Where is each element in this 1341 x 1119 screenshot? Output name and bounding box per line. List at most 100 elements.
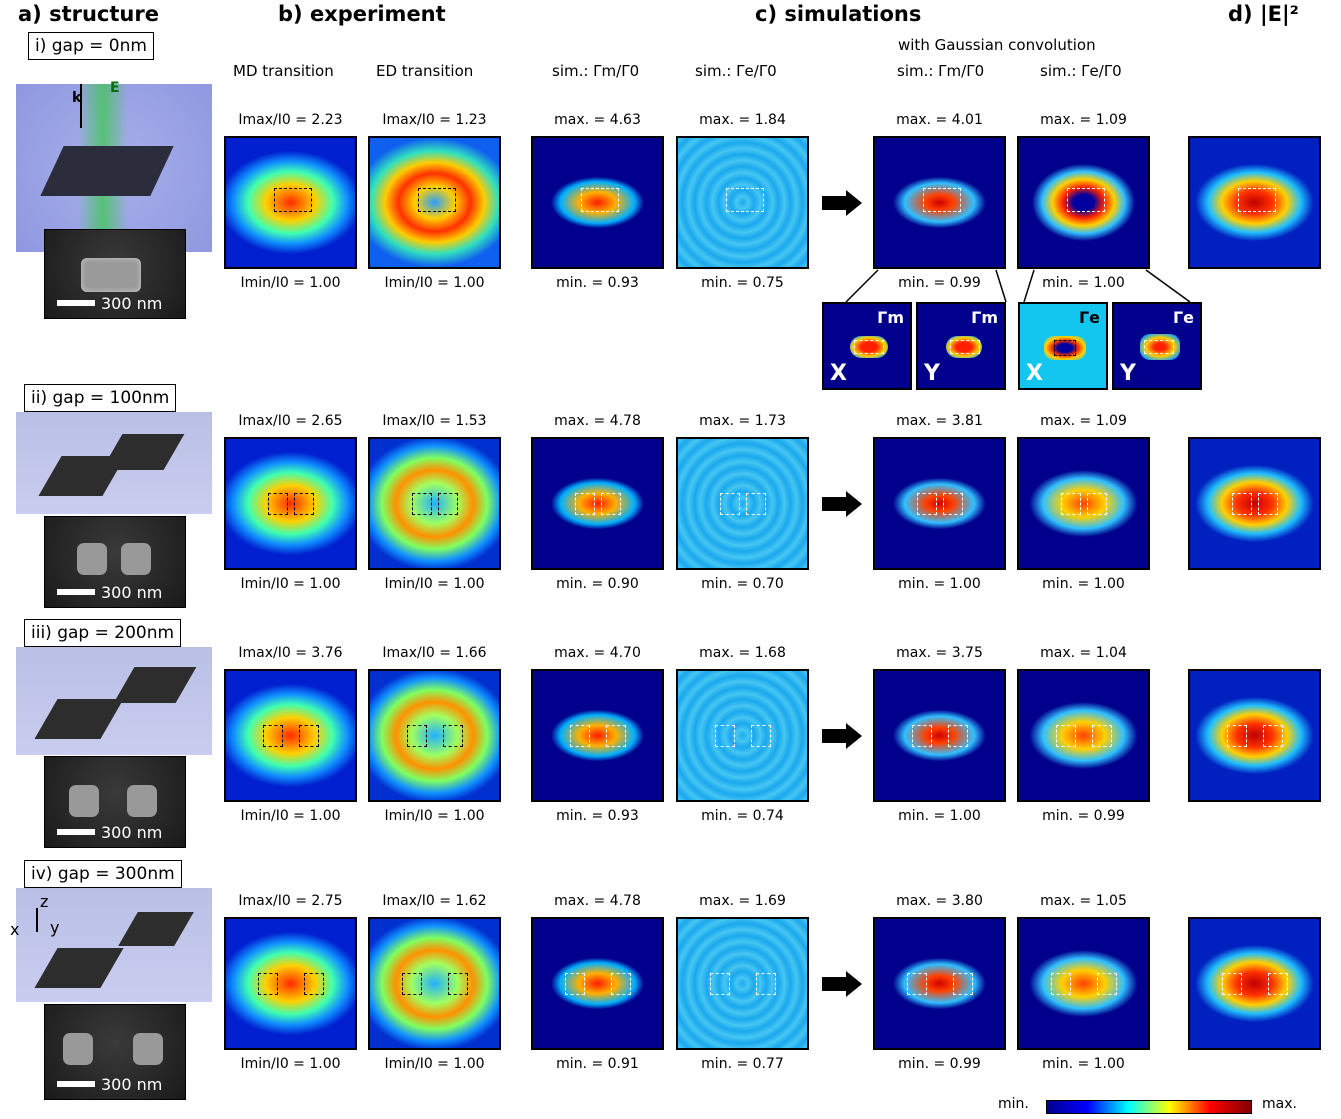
scale-bar: 300 nm xyxy=(57,1075,162,1094)
inset-axis-label: Y xyxy=(924,361,940,386)
structure-outline xyxy=(923,188,961,212)
section-a-title: a) structure xyxy=(18,2,159,26)
min-label-row-4-se: min. = 0.77 xyxy=(701,1056,784,1072)
min-label-row-4-md: Imin/I0 = 1.00 xyxy=(240,1056,341,1072)
min-label-row-1-ed: Imin/I0 = 1.00 xyxy=(384,275,485,291)
max-label-row-3-md: Imax/I0 = 3.76 xyxy=(238,645,343,661)
max-label-row-1-md: Imax/I0 = 2.23 xyxy=(238,112,343,128)
structure-outline xyxy=(447,973,468,995)
map-row-4-sm xyxy=(531,917,664,1050)
max-label-row-4-ce: max. = 1.05 xyxy=(1040,893,1127,909)
max-label-row-3-se: max. = 1.68 xyxy=(699,645,786,661)
structure-outline xyxy=(600,493,621,515)
map-row-3-md xyxy=(224,669,357,802)
sem-image-row-4: 300 nm xyxy=(44,1004,186,1100)
max-label-row-1-se: max. = 1.84 xyxy=(699,112,786,128)
map-row-3-ed xyxy=(368,669,501,802)
min-label-row-3-se: min. = 0.74 xyxy=(701,808,784,824)
inset-hotspot xyxy=(850,336,888,358)
map-row-2-cm xyxy=(873,437,1006,570)
min-label-row-2-se: min. = 0.70 xyxy=(701,576,784,592)
min-label-row-1-md: Imin/I0 = 1.00 xyxy=(240,275,341,291)
gap-label-row-4: iv) gap = 300nm xyxy=(24,860,182,888)
structure-outline xyxy=(274,188,312,212)
min-label-row-3-sm: min. = 0.93 xyxy=(556,808,639,824)
structure-outline xyxy=(437,493,458,515)
max-label-row-4-cm: max. = 3.80 xyxy=(896,893,983,909)
block-right xyxy=(118,912,194,946)
structure-outline xyxy=(574,493,595,515)
structure-outline xyxy=(1096,973,1117,995)
axis-x-label: x xyxy=(10,920,20,939)
structure-outline xyxy=(911,725,932,747)
map-row-4-ed xyxy=(368,917,501,1050)
structure-outline xyxy=(1231,493,1252,515)
map-row-4-efield xyxy=(1188,917,1321,1050)
inset-pointer-lines xyxy=(845,269,1191,303)
axis-y-label: y xyxy=(50,918,60,937)
scale-bar: 300 nm xyxy=(57,294,162,313)
section-d-title: d) |E|² xyxy=(1228,2,1299,26)
arrow-right-icon xyxy=(822,723,862,749)
conv-m-header: sim.: Γm/Γ0 xyxy=(897,62,985,80)
min-label-row-1-cm: min. = 0.99 xyxy=(898,275,981,291)
inset-gamma-label: Γe xyxy=(1172,308,1194,327)
map-row-2-ce xyxy=(1017,437,1150,570)
sem-particle xyxy=(121,543,151,575)
md-header: MD transition xyxy=(233,62,334,80)
min-label-row-4-ed: Imin/I0 = 1.00 xyxy=(384,1056,485,1072)
e-label: E xyxy=(110,80,120,96)
max-label-row-4-sm: max. = 4.78 xyxy=(554,893,641,909)
max-label-row-4-se: max. = 1.69 xyxy=(699,893,786,909)
inset-gamma-e-x: Γe X xyxy=(1018,302,1108,390)
min-label-row-4-sm: min. = 0.91 xyxy=(556,1056,639,1072)
block-right xyxy=(101,434,185,470)
max-label-row-1-ce: max. = 1.09 xyxy=(1040,112,1127,128)
section-c-title: c) simulations xyxy=(755,2,922,26)
map-row-3-ce xyxy=(1017,669,1150,802)
sem-image-row-1: 300 nm xyxy=(44,229,186,319)
map-row-4-ce xyxy=(1017,917,1150,1050)
min-label-row-4-ce: min. = 1.00 xyxy=(1042,1056,1125,1072)
conv-e-header: sim.: Γe/Γ0 xyxy=(1040,62,1122,80)
inset-gamma-label: Γm xyxy=(971,308,998,327)
structure-outline xyxy=(1262,725,1283,747)
structure-outline xyxy=(1091,725,1112,747)
arrow-right-icon xyxy=(822,971,862,997)
map-row-1-se xyxy=(676,136,809,269)
scale-bar: 300 nm xyxy=(57,823,162,842)
nanostructure-block xyxy=(40,146,174,196)
block-left xyxy=(34,948,124,988)
structure-outline xyxy=(755,973,776,995)
min-label-row-1-se: min. = 0.75 xyxy=(701,275,784,291)
sem-particle xyxy=(77,543,107,575)
map-row-4-md xyxy=(224,917,357,1050)
gaussian-header: with Gaussian convolution xyxy=(898,36,1096,54)
k-label: k xyxy=(72,90,82,106)
structure-outline xyxy=(1267,973,1288,995)
max-label-row-1-cm: max. = 4.01 xyxy=(896,112,983,128)
map-row-4-se xyxy=(676,917,809,1050)
arrow-right-icon xyxy=(822,190,862,216)
structure-outline xyxy=(726,188,764,212)
block-right xyxy=(113,667,197,703)
inset-axis-label: X xyxy=(830,361,847,386)
structure-outline xyxy=(942,493,963,515)
map-row-1-cm xyxy=(873,136,1006,269)
map-row-3-se xyxy=(676,669,809,802)
map-row-1-ce xyxy=(1017,136,1150,269)
structure-outline xyxy=(298,725,319,747)
outline xyxy=(1144,340,1174,354)
max-label-row-2-se: max. = 1.73 xyxy=(699,413,786,429)
map-row-1-sm xyxy=(531,136,664,269)
structure-render-row-3 xyxy=(16,647,212,755)
map-row-3-cm xyxy=(873,669,1006,802)
max-label-row-3-ce: max. = 1.04 xyxy=(1040,645,1127,661)
max-label-row-2-sm: max. = 4.78 xyxy=(554,413,641,429)
structure-outline xyxy=(1221,973,1242,995)
outline xyxy=(854,340,884,354)
map-row-3-efield xyxy=(1188,669,1321,802)
min-label-row-3-md: Imin/I0 = 1.00 xyxy=(240,808,341,824)
max-label-row-3-ed: Imax/I0 = 1.66 xyxy=(382,645,487,661)
sim-m-header: sim.: Γm/Γ0 xyxy=(552,62,640,80)
